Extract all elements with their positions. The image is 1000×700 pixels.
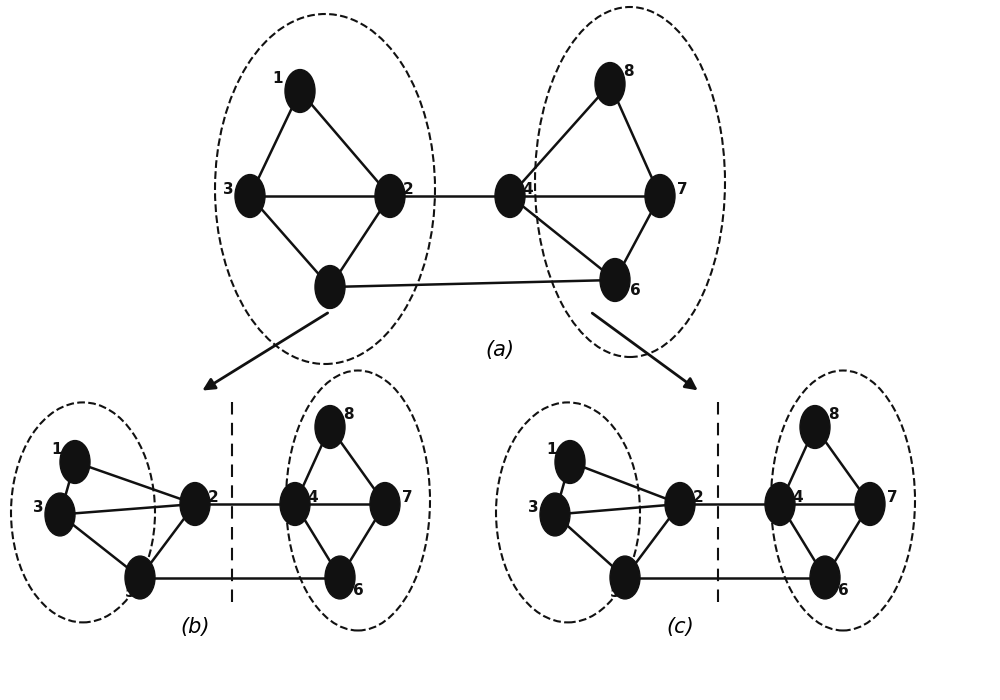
Text: 3: 3	[33, 500, 43, 515]
Text: (b): (b)	[180, 617, 210, 636]
Ellipse shape	[540, 493, 570, 536]
Ellipse shape	[235, 174, 265, 218]
Text: 3: 3	[528, 500, 538, 515]
Text: 4: 4	[308, 489, 318, 505]
Ellipse shape	[495, 174, 525, 218]
Text: 7: 7	[402, 489, 412, 505]
Ellipse shape	[180, 482, 210, 526]
Ellipse shape	[765, 482, 795, 526]
Text: 8: 8	[828, 407, 838, 422]
Text: 4: 4	[793, 489, 803, 505]
Ellipse shape	[315, 265, 345, 309]
Ellipse shape	[375, 174, 405, 218]
Text: 5: 5	[325, 297, 335, 312]
Text: 2: 2	[208, 489, 218, 505]
Text: (a): (a)	[486, 340, 514, 360]
Text: 7: 7	[887, 489, 897, 505]
Ellipse shape	[855, 482, 885, 526]
Text: 3: 3	[223, 181, 233, 197]
Text: 5: 5	[610, 585, 620, 601]
Text: 1: 1	[52, 442, 62, 457]
Ellipse shape	[370, 482, 400, 526]
Ellipse shape	[610, 556, 640, 599]
Text: 6: 6	[630, 283, 640, 298]
Ellipse shape	[45, 493, 75, 536]
Text: 5: 5	[125, 585, 135, 601]
Text: 7: 7	[677, 181, 687, 197]
Ellipse shape	[600, 258, 630, 302]
Text: 6: 6	[838, 582, 848, 598]
Text: 4: 4	[523, 181, 533, 197]
Text: 2: 2	[403, 181, 413, 197]
Text: 1: 1	[273, 71, 283, 86]
Ellipse shape	[595, 62, 625, 106]
Ellipse shape	[810, 556, 840, 599]
Ellipse shape	[665, 482, 695, 526]
Ellipse shape	[280, 482, 310, 526]
Text: (c): (c)	[666, 617, 694, 636]
Ellipse shape	[125, 556, 155, 599]
Text: 1: 1	[547, 442, 557, 457]
Text: 8: 8	[343, 407, 353, 422]
Ellipse shape	[800, 405, 830, 449]
Ellipse shape	[60, 440, 90, 484]
Text: 2: 2	[693, 489, 703, 505]
Text: 8: 8	[623, 64, 633, 79]
Ellipse shape	[325, 556, 355, 599]
Ellipse shape	[315, 405, 345, 449]
Ellipse shape	[285, 69, 315, 113]
Ellipse shape	[555, 440, 585, 484]
Text: 6: 6	[353, 582, 363, 598]
Ellipse shape	[645, 174, 675, 218]
